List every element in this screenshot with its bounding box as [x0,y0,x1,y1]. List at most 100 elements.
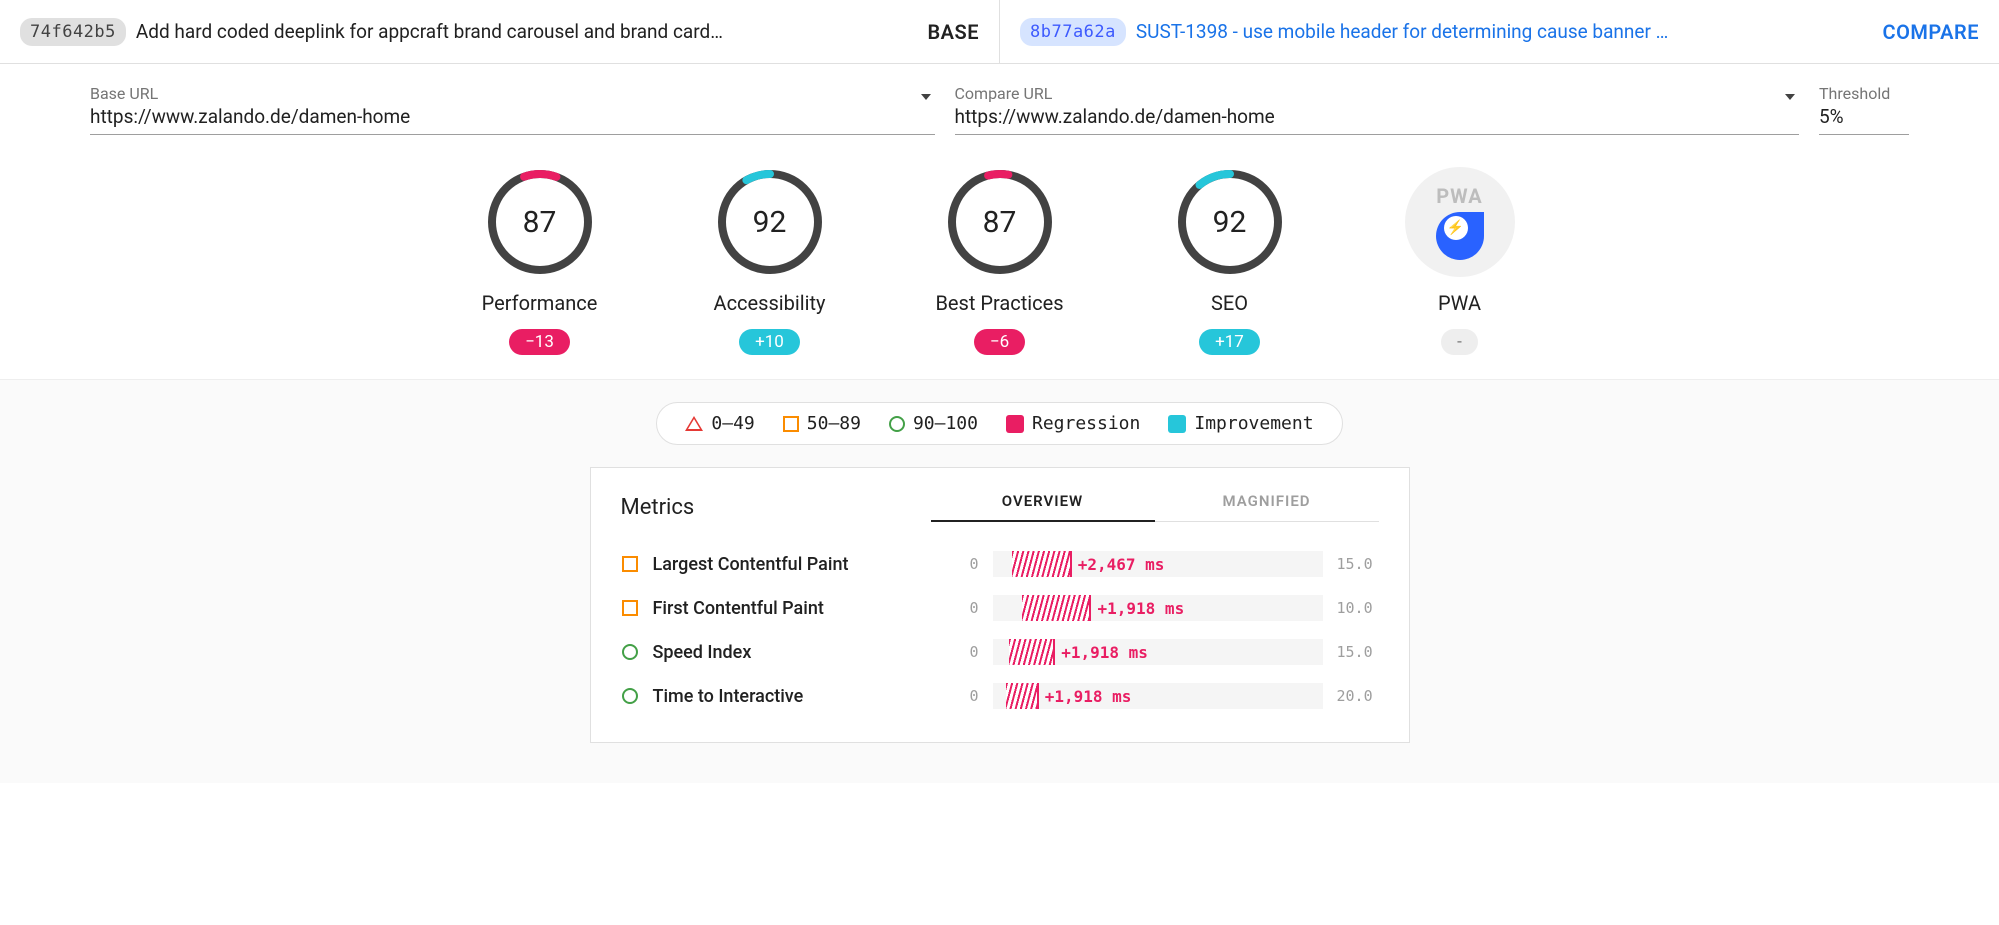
metric-bar: +1,918 ms [993,595,1323,621]
triangle-icon [685,416,703,431]
compare-url-value: https://www.zalando.de/damen-home [955,105,1800,128]
metrics-card: Metrics OVERVIEW MAGNIFIED Largest Conte… [590,467,1410,743]
metric-name: Largest Contentful Paint [653,554,923,575]
legend-avg-text: 50–89 [807,413,861,434]
gauge-seo[interactable]: 92 SEO +17 [1160,167,1300,355]
metric-bar: +1,918 ms [993,683,1323,709]
metrics-rows: Largest Contentful Paint 0 +2,467 ms 15.0 Fi… [621,542,1379,718]
gauge-performance[interactable]: 87 Performance −13 [470,167,610,355]
gauge-ring: 92 [715,167,825,277]
lightning-icon [1436,212,1484,260]
chevron-down-icon[interactable] [1785,94,1795,100]
gauge-best-practices[interactable]: 87 Best Practices −6 [930,167,1070,355]
circle-icon [621,688,639,704]
gauge-label: Best Practices [930,291,1070,315]
compare-url-label: Compare URL [955,84,1800,103]
gauge-delta: −13 [509,329,570,355]
gauge-pwa[interactable]: PWA PWA - [1390,167,1530,355]
base-url-label: Base URL [90,84,935,103]
gauge-accessibility[interactable]: 92Accessibility+10 [700,167,840,355]
legend-fail: 0–49 [685,413,754,434]
gauge-delta: +17 [1199,329,1260,355]
metric-row: Speed Index 0 +1,918 ms 15.0 [621,630,1379,674]
base-url-value: https://www.zalando.de/damen-home [90,105,935,128]
gauge-ring: 87 [945,167,1055,277]
square-icon [621,600,639,616]
legend-wrap: 0–49 50–89 90–100 Regression Improvement [0,379,1999,467]
metric-fill [1009,639,1055,665]
metric-row: Largest Contentful Paint0+2,467 ms15.0 [621,542,1379,586]
topbar-compare: 8b77a62a SUST-1398 - use mobile header f… [1000,0,1999,63]
metric-delta: +1,918 ms [1055,639,1148,665]
threshold-field[interactable]: Threshold 5% [1819,84,1909,135]
gauge-label: SEO [1160,291,1300,315]
metric-min: 0 [937,555,979,573]
metric-name: Time to Interactive [653,686,923,707]
base-url-field[interactable]: Base URL https://www.zalando.de/damen-ho… [90,84,935,135]
tab-magnified[interactable]: MAGNIFIED [1155,492,1379,522]
legend-regression-text: Regression [1032,413,1140,434]
base-role-label: BASE [927,20,979,44]
gauge-score: 87 [945,167,1055,277]
metric-max: 10.0 [1337,599,1379,617]
regression-swatch-icon [1006,415,1024,433]
metric-row: First Contentful Paint 0 +1,918 ms 10.0 [621,586,1379,630]
metrics-section: Metrics OVERVIEW MAGNIFIED Largest Conte… [0,467,1999,783]
metric-row: Time to Interactive 0 +1,918 ms 20.0 [621,674,1379,718]
metric-name: Speed Index [653,642,923,663]
pwa-text: PWA [1436,184,1482,208]
metrics-head: Metrics OVERVIEW MAGNIFIED [621,492,1379,522]
gauge-delta: - [1441,329,1478,355]
metric-fill [1006,683,1039,709]
topbar: 74f642b5 Add hard coded deeplink for app… [0,0,1999,64]
square-icon [621,556,639,572]
legend: 0–49 50–89 90–100 Regression Improvement [656,402,1342,445]
threshold-value: 5% [1819,105,1909,128]
legend-regression: Regression [1006,413,1140,434]
gauge-delta: −6 [974,329,1025,355]
legend-pass: 90–100 [889,413,978,434]
metric-min: 0 [937,687,979,705]
compare-url-field[interactable]: Compare URL https://www.zalando.de/damen… [955,84,1800,135]
metric-bar: +1,918 ms [993,639,1323,665]
square-icon [783,416,799,432]
metric-fill [1012,551,1071,577]
pwa-badge-icon: PWA [1405,167,1515,277]
compare-role-label[interactable]: COMPARE [1883,20,1979,44]
gauge-ring: 87 [485,167,595,277]
metric-max: 20.0 [1337,687,1379,705]
gauge-delta: +10 [739,329,800,355]
circle-icon [889,416,905,432]
metrics-tabs: OVERVIEW MAGNIFIED [931,492,1379,522]
gauge-score: 92 [715,167,825,277]
threshold-label: Threshold [1819,84,1909,103]
metric-delta: +2,467 ms [1072,551,1165,577]
gauges-row: 87 Performance −13 92Accessibility+10 87 Best… [0,135,1999,379]
topbar-base: 74f642b5 Add hard coded deeplink for app… [0,0,1000,63]
metrics-title: Metrics [621,495,931,520]
metric-min: 0 [937,643,979,661]
chevron-down-icon[interactable] [921,94,931,100]
gauge-label: PWA [1390,291,1530,315]
legend-improvement: Improvement [1168,413,1313,434]
metric-fill [1022,595,1091,621]
metric-delta: +1,918 ms [1092,595,1185,621]
metric-min: 0 [937,599,979,617]
base-commit-hash[interactable]: 74f642b5 [20,18,126,46]
legend-fail-text: 0–49 [711,413,754,434]
gauge-score: 92 [1175,167,1285,277]
metric-delta: +1,918 ms [1039,683,1132,709]
circle-icon [621,644,639,660]
url-row: Base URL https://www.zalando.de/damen-ho… [0,64,1999,135]
legend-pass-text: 90–100 [913,413,978,434]
metric-bar: +2,467 ms [993,551,1323,577]
legend-avg: 50–89 [783,413,861,434]
metric-max: 15.0 [1337,643,1379,661]
gauge-label: Performance [470,291,610,315]
compare-commit-title[interactable]: SUST-1398 - use mobile header for determ… [1136,20,1873,43]
improvement-swatch-icon [1168,415,1186,433]
compare-commit-hash[interactable]: 8b77a62a [1020,18,1126,46]
metric-name: First Contentful Paint [653,598,923,619]
base-commit-title: Add hard coded deeplink for appcraft bra… [136,20,918,43]
tab-overview[interactable]: OVERVIEW [931,492,1155,522]
